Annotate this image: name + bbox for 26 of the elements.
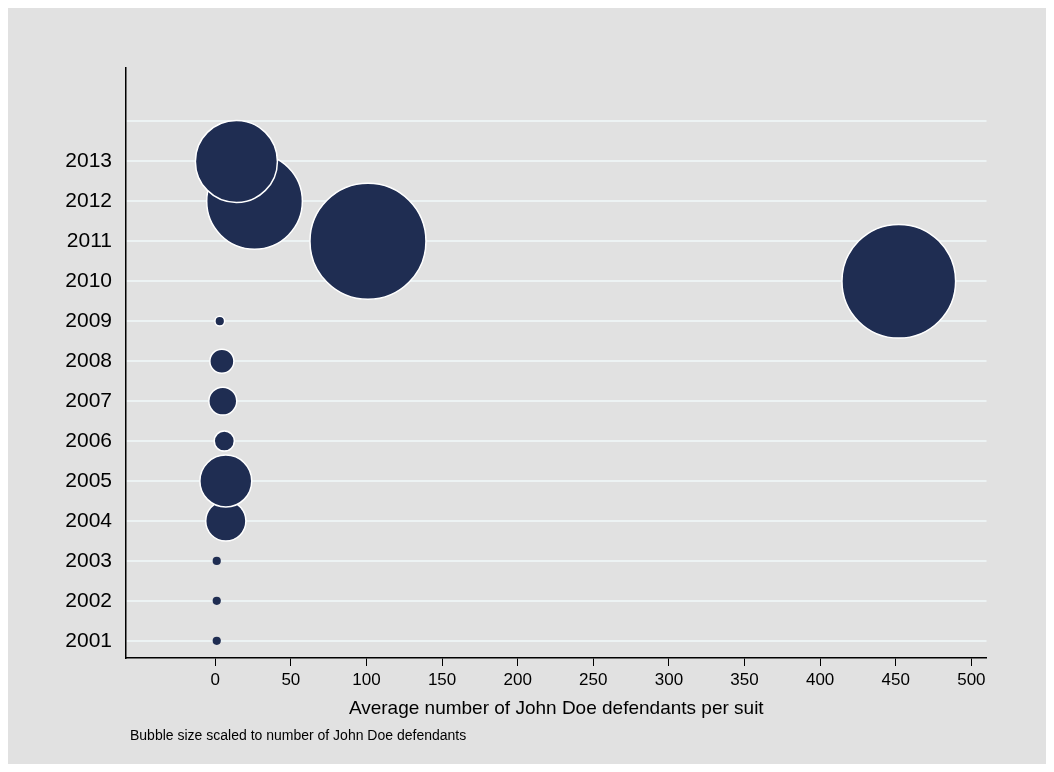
x-tick-label: 300 — [654, 669, 684, 689]
x-axis-title: Average number of John Doe defendants per suit — [348, 696, 765, 718]
x-tick-label: 150 — [427, 669, 457, 689]
y-tick-label: 2013 — [65, 148, 112, 172]
x-tick-label: 0 — [210, 669, 220, 689]
y-tick-label: 2005 — [65, 467, 112, 491]
y-tick-label: 2012 — [65, 188, 112, 212]
y-tick-label: 2002 — [65, 587, 112, 611]
y-tick-label: 2003 — [65, 547, 112, 571]
text: Bubble size scaled to number of John Doe defendants — [130, 727, 467, 743]
x-tick-label: 250 — [579, 669, 608, 689]
x-tick-label: 50 — [281, 669, 301, 689]
x-tick-label: 200 — [503, 669, 532, 689]
x-tick-label: 100 — [352, 669, 381, 689]
y-tick-label: 2011 — [66, 228, 112, 252]
x-tick-label: 350 — [730, 669, 759, 689]
y-tick-label: 2001 — [65, 627, 112, 651]
x-tick-label: 450 — [881, 669, 910, 689]
y-tick-label: 2008 — [65, 347, 112, 371]
x-tick-label: 500 — [957, 669, 986, 689]
y-tick-label: 2009 — [65, 308, 112, 331]
y-tick-label: 2007 — [65, 387, 112, 411]
y-tick-label: 2010 — [65, 268, 112, 292]
y-tick-label: 2006 — [65, 427, 112, 451]
y-tick-label: 2004 — [65, 507, 113, 531]
x-tick-label: 400 — [805, 669, 835, 689]
